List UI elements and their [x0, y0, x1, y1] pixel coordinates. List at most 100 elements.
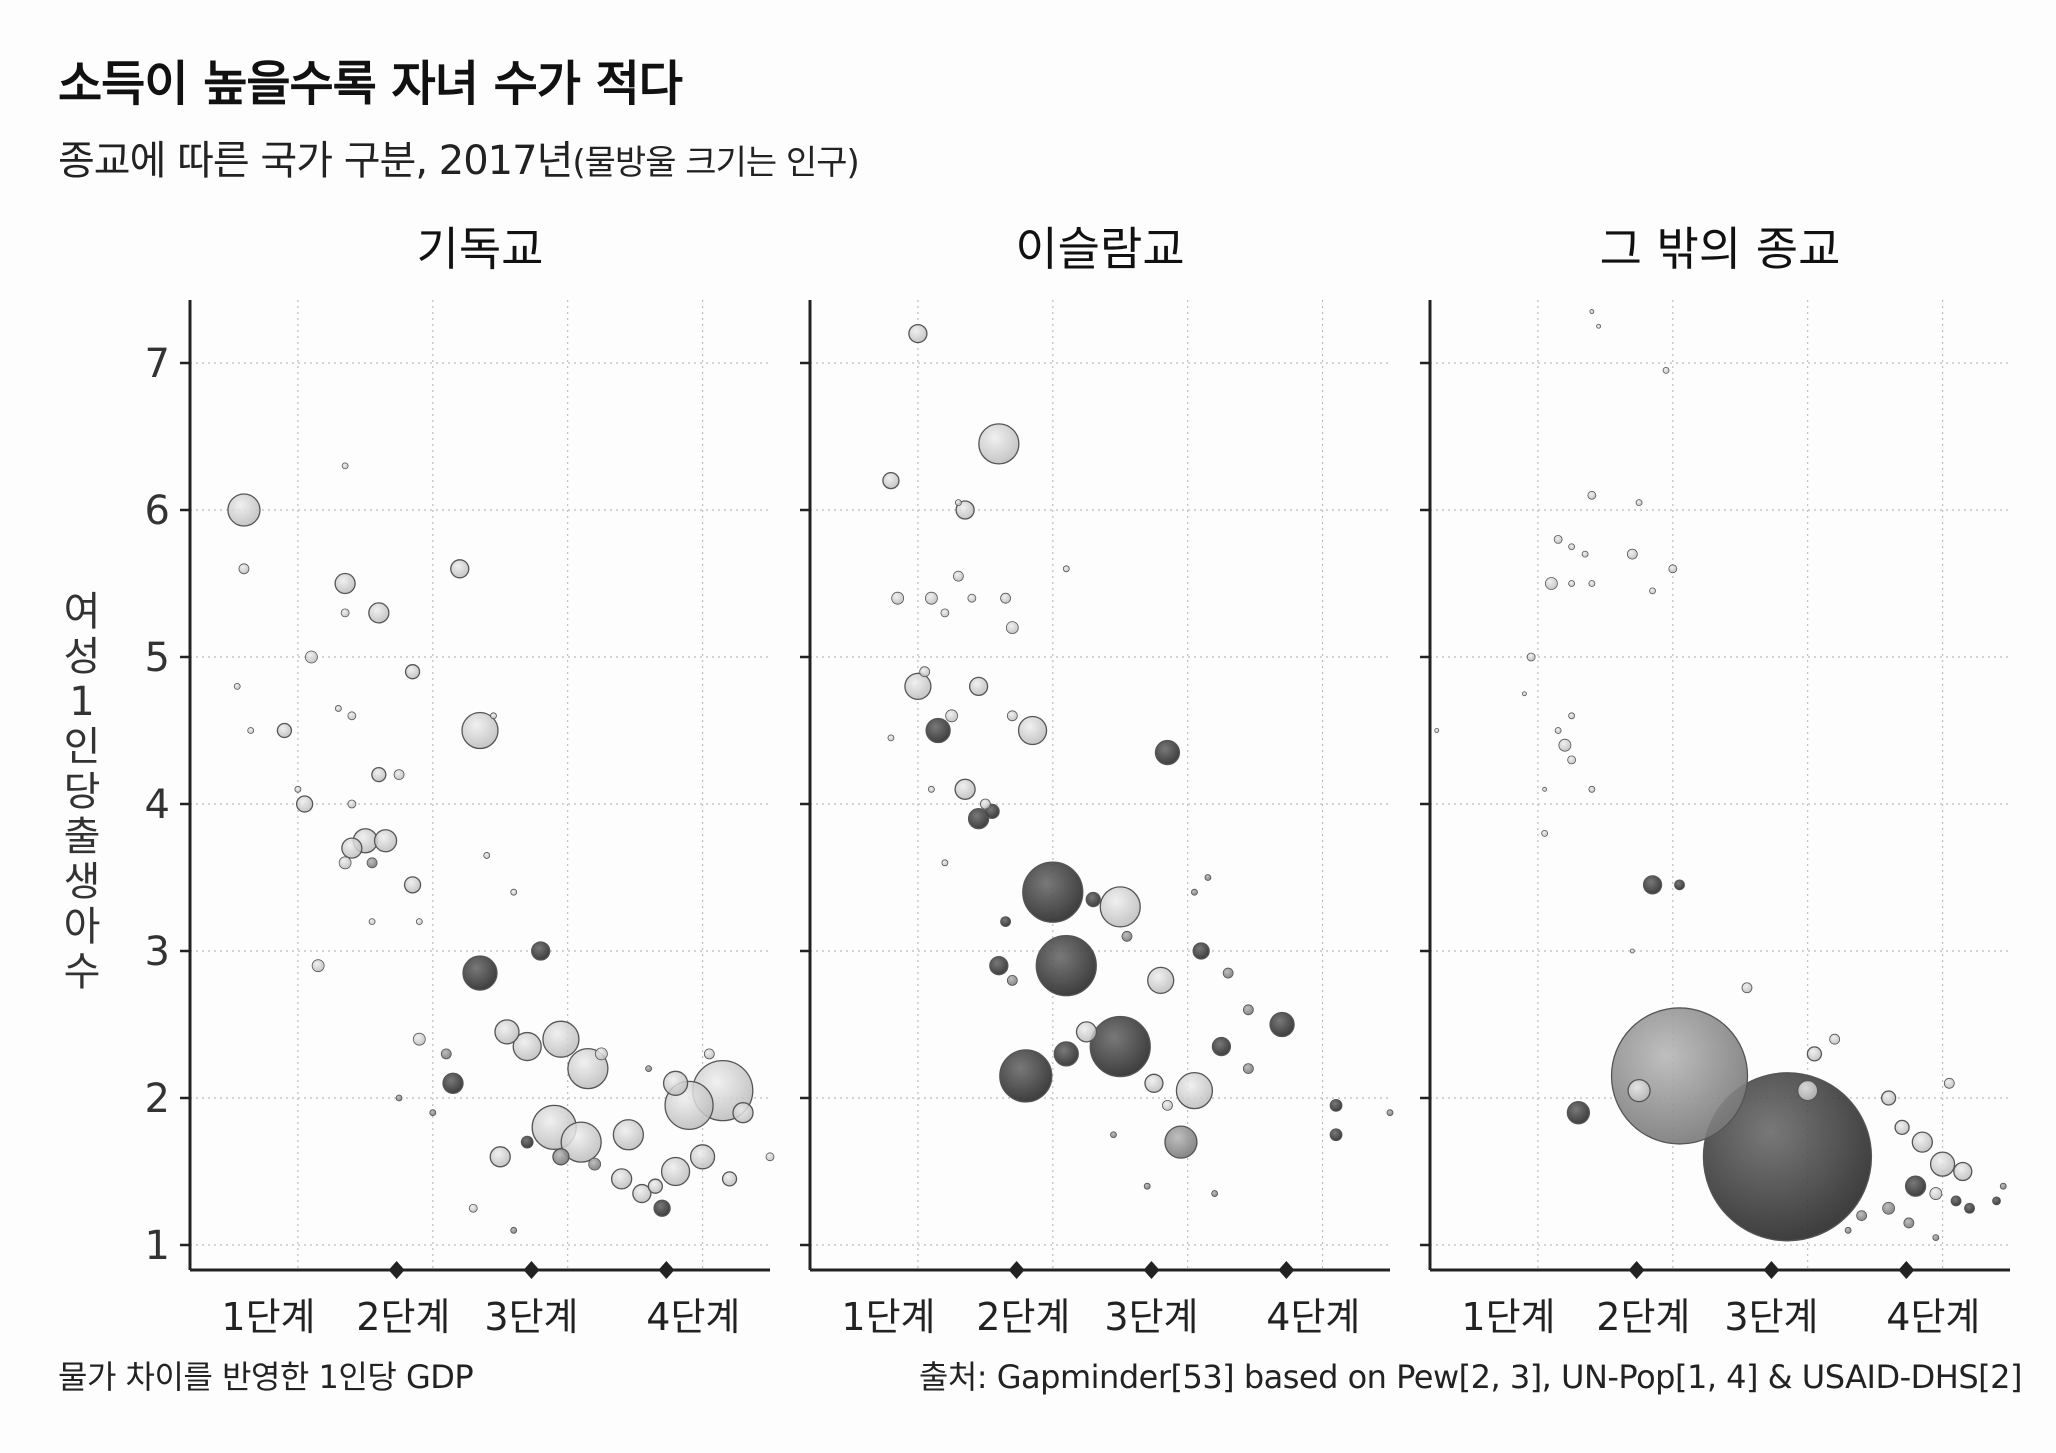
x-axis-label: 물가 차이를 반영한 1인당 GDP [58, 1358, 474, 1396]
y-tick-label: 2 [145, 1076, 170, 1122]
y-axis-label-char: 수 [64, 949, 101, 995]
data-bubble [294, 785, 302, 793]
data-bubble [967, 593, 977, 603]
y-tick-label: 6 [145, 488, 170, 534]
data-bubble [1741, 982, 1753, 994]
data-bubble [689, 1144, 716, 1170]
data-bubble [490, 712, 497, 720]
data-bubble [1587, 490, 1597, 500]
x-tick-label: 3단계 [484, 1295, 578, 1339]
data-bubble [904, 672, 932, 701]
data-bubble [1164, 1125, 1198, 1159]
y-axis-label-char: 아 [64, 904, 101, 950]
data-bubble [954, 778, 976, 800]
data-bubble [1143, 1182, 1151, 1190]
data-bubble [368, 602, 390, 624]
data-bubble [1000, 916, 1011, 927]
x-tick-label: 3단계 [1724, 1295, 1818, 1339]
data-bubble [1929, 1187, 1943, 1200]
panel-3: 그 밖의 종교 1단계 2단계 3단계 4단계 [1420, 222, 2010, 1339]
data-bubble [395, 1094, 403, 1102]
data-bubble [1085, 891, 1101, 908]
data-bubble [442, 1072, 464, 1094]
y-tick-label: 5 [145, 635, 170, 681]
data-bubble [955, 500, 975, 520]
data-bubble [347, 799, 357, 809]
data-bubble [1269, 1011, 1295, 1038]
data-bubble [1566, 1101, 1591, 1125]
data-bubble [1953, 1161, 1973, 1182]
data-bubble [1191, 888, 1198, 896]
x-tick-label: 2단계 [356, 1295, 450, 1339]
data-bubble [373, 829, 398, 853]
data-bubble [1567, 755, 1577, 765]
data-bubble [371, 766, 387, 783]
data-bubble [368, 918, 376, 925]
data-bubble [979, 798, 991, 810]
data-bubble [647, 1178, 663, 1194]
data-bubble [1558, 738, 1572, 752]
data-bubble [1629, 948, 1635, 954]
data-bubble [732, 1102, 754, 1124]
data-bubble [1932, 1234, 1940, 1242]
data-bubble [919, 666, 931, 678]
data-bubble [1005, 621, 1019, 634]
data-bubble [1894, 1119, 1910, 1136]
data-bubble [1635, 499, 1643, 507]
data-bubble [1999, 1182, 2007, 1190]
data-bubble [940, 608, 950, 618]
data-bubble [1797, 1080, 1819, 1102]
data-bubble [1929, 1151, 1956, 1177]
data-bubble [1596, 323, 1602, 329]
x-boundary-marker [523, 1261, 540, 1279]
data-bubble [296, 795, 314, 813]
data-bubble [1099, 886, 1141, 928]
data-bubble [1662, 366, 1670, 374]
y-axis-label-char: 성 [64, 634, 101, 680]
data-bubble [610, 1168, 633, 1190]
data-bubble [954, 499, 962, 507]
data-bubble [1022, 861, 1084, 923]
data-bubble [276, 722, 293, 739]
data-bubble [1844, 1226, 1852, 1234]
data-bubble [924, 591, 938, 605]
data-bubble [450, 559, 470, 579]
data-bubble [999, 1049, 1053, 1103]
data-bubble [968, 676, 989, 697]
data-bubble [1544, 577, 1558, 590]
x-boundary-marker [1763, 1261, 1780, 1279]
panel-title: 이슬람교 [1015, 222, 1184, 276]
x-tick-label: 2단계 [1596, 1295, 1690, 1339]
x-boundary-marker [1008, 1261, 1025, 1279]
data-bubble [1964, 1202, 1975, 1214]
data-bubble [512, 1031, 542, 1062]
x-boundary-marker [1278, 1261, 1295, 1279]
data-bubble [334, 705, 342, 712]
x-boundary-marker [1628, 1261, 1645, 1279]
data-bubble [660, 1156, 691, 1187]
data-bubble [1035, 935, 1097, 997]
data-bubble [366, 857, 378, 869]
data-bubble [311, 959, 325, 973]
data-bubble [341, 462, 349, 470]
x-boundary-marker [388, 1261, 405, 1279]
data-bubble [560, 1121, 602, 1163]
x-tick-label: 4단계 [1266, 1295, 1360, 1339]
y-axis-label-char: 여 [64, 589, 101, 635]
data-bubble [1674, 879, 1685, 891]
data-bubble [494, 1019, 520, 1045]
data-bubble [908, 323, 928, 344]
data-bubble [227, 493, 261, 527]
data-bubble [510, 888, 518, 896]
data-bubble [1856, 1210, 1868, 1221]
data-bubble [927, 785, 935, 793]
data-bubble [1162, 1099, 1173, 1111]
x-tick-label: 1단계 [221, 1295, 315, 1339]
data-bubble [1589, 309, 1595, 314]
data-bubble [945, 709, 959, 723]
data-bubble [483, 852, 491, 859]
data-bubble [1522, 691, 1527, 697]
data-bubble [1568, 712, 1576, 720]
data-bubble [989, 956, 1009, 976]
